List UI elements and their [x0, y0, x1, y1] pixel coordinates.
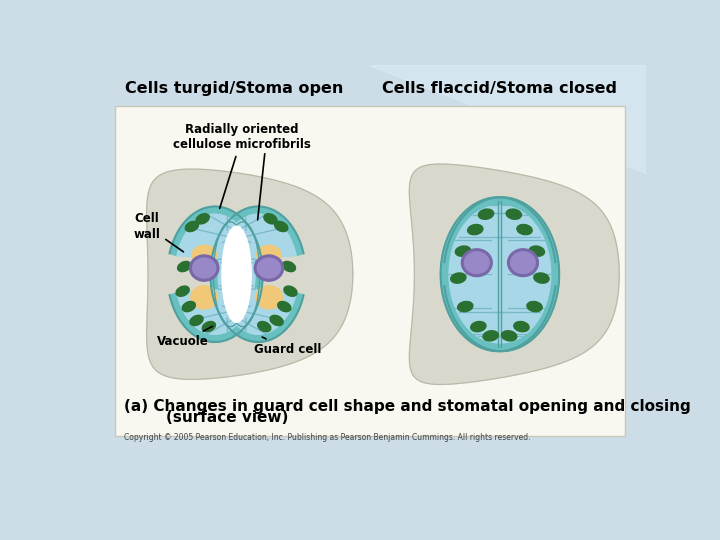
Ellipse shape — [190, 315, 203, 326]
Ellipse shape — [274, 221, 288, 232]
Polygon shape — [492, 202, 498, 346]
Text: Radially oriented
cellulose microfibrils: Radially oriented cellulose microfibrils — [173, 123, 311, 208]
Polygon shape — [501, 202, 508, 346]
Ellipse shape — [478, 209, 494, 219]
Ellipse shape — [529, 246, 544, 256]
Polygon shape — [210, 206, 304, 342]
Polygon shape — [444, 197, 559, 351]
Ellipse shape — [451, 273, 466, 283]
Polygon shape — [170, 206, 263, 342]
Polygon shape — [449, 206, 547, 343]
Polygon shape — [441, 197, 555, 351]
Polygon shape — [210, 206, 304, 342]
Ellipse shape — [222, 226, 251, 322]
Ellipse shape — [256, 245, 282, 265]
Text: Vacuole: Vacuole — [157, 326, 212, 348]
Ellipse shape — [264, 214, 277, 224]
Text: Cells turgid/Stoma open: Cells turgid/Stoma open — [125, 80, 343, 96]
Ellipse shape — [502, 330, 517, 341]
Ellipse shape — [193, 258, 216, 278]
Ellipse shape — [185, 221, 199, 232]
Ellipse shape — [506, 209, 521, 219]
FancyBboxPatch shape — [115, 106, 625, 436]
Text: (surface view): (surface view) — [124, 410, 289, 425]
Ellipse shape — [256, 286, 282, 309]
Ellipse shape — [258, 321, 271, 332]
Polygon shape — [453, 206, 551, 343]
Text: Cells flaccid/Stoma closed: Cells flaccid/Stoma closed — [382, 80, 618, 96]
Polygon shape — [218, 214, 296, 334]
Ellipse shape — [191, 286, 217, 309]
Ellipse shape — [455, 246, 471, 256]
Ellipse shape — [527, 301, 542, 312]
Ellipse shape — [510, 252, 536, 273]
Ellipse shape — [182, 301, 195, 312]
Polygon shape — [444, 197, 559, 351]
Polygon shape — [441, 197, 555, 351]
Ellipse shape — [467, 225, 483, 235]
Polygon shape — [410, 164, 619, 384]
Ellipse shape — [514, 321, 529, 332]
Polygon shape — [213, 222, 246, 327]
Ellipse shape — [471, 321, 486, 332]
Ellipse shape — [257, 258, 281, 278]
Ellipse shape — [192, 245, 217, 265]
Ellipse shape — [483, 330, 498, 341]
Ellipse shape — [458, 301, 473, 312]
Ellipse shape — [534, 273, 549, 283]
Ellipse shape — [270, 315, 283, 326]
Polygon shape — [177, 214, 255, 334]
Polygon shape — [369, 65, 647, 173]
Text: (a) Changes in guard cell shape and stomatal opening and closing: (a) Changes in guard cell shape and stom… — [124, 399, 691, 414]
Ellipse shape — [176, 286, 189, 296]
Ellipse shape — [196, 214, 210, 224]
Ellipse shape — [178, 261, 191, 272]
Ellipse shape — [464, 252, 489, 273]
Ellipse shape — [202, 321, 215, 332]
Polygon shape — [147, 169, 353, 380]
Ellipse shape — [517, 225, 532, 235]
Ellipse shape — [284, 286, 297, 296]
Text: Cell
wall: Cell wall — [134, 213, 184, 252]
Ellipse shape — [254, 255, 284, 281]
Polygon shape — [170, 206, 263, 342]
Polygon shape — [227, 222, 260, 327]
Ellipse shape — [278, 301, 291, 312]
Ellipse shape — [462, 249, 492, 276]
Text: Copyright © 2005 Pearson Education, Inc. Publishing as Pearson Benjamin Cummings: Copyright © 2005 Pearson Education, Inc.… — [124, 433, 531, 442]
Ellipse shape — [189, 255, 219, 281]
Text: Guard cell: Guard cell — [254, 337, 322, 356]
Ellipse shape — [282, 261, 295, 272]
Ellipse shape — [508, 249, 539, 276]
